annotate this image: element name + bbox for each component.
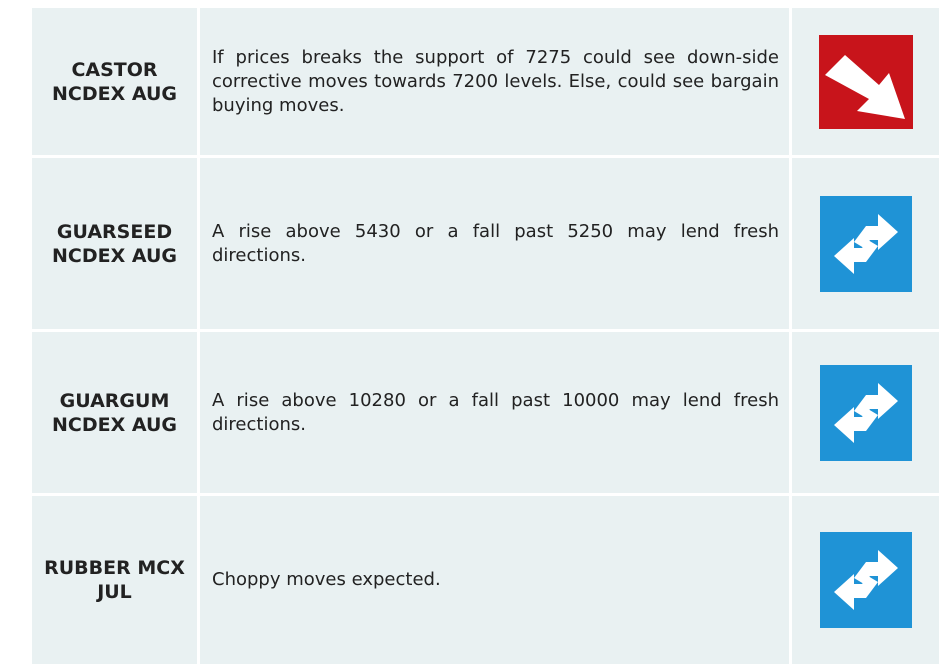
commodity-outlook: If prices breaks the support of 7275 cou… [200, 8, 792, 158]
commodity-outlook: Choppy moves expected. [200, 496, 792, 667]
signal-cell [792, 496, 939, 667]
sideways-arrow-icon [819, 364, 912, 461]
commodity-name: RUBBER MCX JUL [32, 496, 200, 667]
signal-cell [792, 332, 939, 496]
commodity-name: GUARSEED NCDEX AUG [32, 158, 200, 332]
down-arrow-icon [818, 34, 913, 129]
sideways-arrow-icon [819, 532, 912, 628]
commodity-outlook: A rise above 10280 or a fall past 10000 … [200, 332, 792, 496]
signal-cell [792, 158, 939, 332]
sideways-arrow-icon [819, 195, 912, 292]
commodity-outlook: A rise above 5430 or a fall past 5250 ma… [200, 158, 792, 332]
commodity-name: GUARGUM NCDEX AUG [32, 332, 200, 496]
outlook-table: CASTOR NCDEX AUG If prices breaks the su… [32, 8, 939, 667]
commodity-name: CASTOR NCDEX AUG [32, 8, 200, 158]
signal-cell [792, 8, 939, 158]
